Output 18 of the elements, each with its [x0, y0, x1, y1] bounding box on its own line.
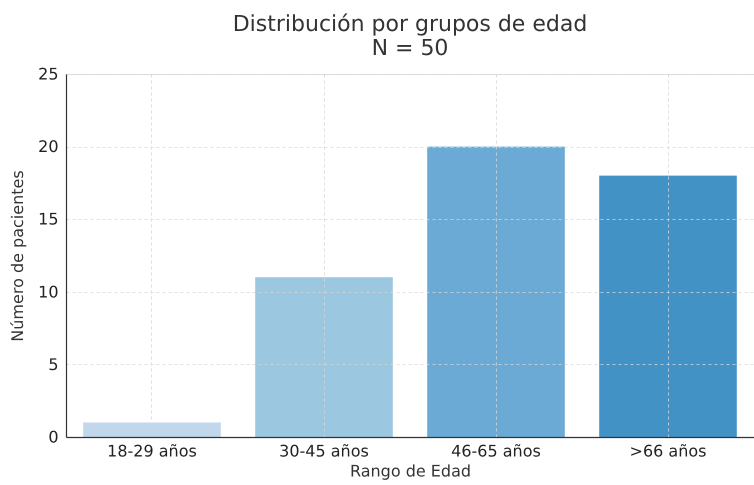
x-axis-title: Rango de Edad — [350, 462, 472, 480]
bar — [83, 422, 221, 437]
y-tick-label: 25 — [38, 64, 58, 84]
y-tick-label: 0 — [48, 428, 58, 446]
bar — [427, 146, 565, 437]
x-tick-label: 46-65 años — [451, 442, 541, 460]
x-tick-label: >66 años — [630, 442, 706, 460]
y-tick-label: 20 — [38, 137, 58, 156]
y-tick-label: 15 — [38, 210, 58, 229]
bar — [255, 277, 393, 437]
y-axis-title: Número de pacientes — [8, 170, 28, 342]
x-tick-label: 30-45 años — [279, 442, 369, 460]
chart-subtitle: N = 50 — [372, 36, 448, 61]
bar — [599, 176, 737, 437]
chart-title: Distribución por grupos de edad — [232, 12, 588, 37]
y-tick-label: 10 — [38, 282, 58, 302]
y-tick-label: 5 — [48, 354, 58, 374]
x-tick-label: 18-29 años — [107, 442, 197, 460]
